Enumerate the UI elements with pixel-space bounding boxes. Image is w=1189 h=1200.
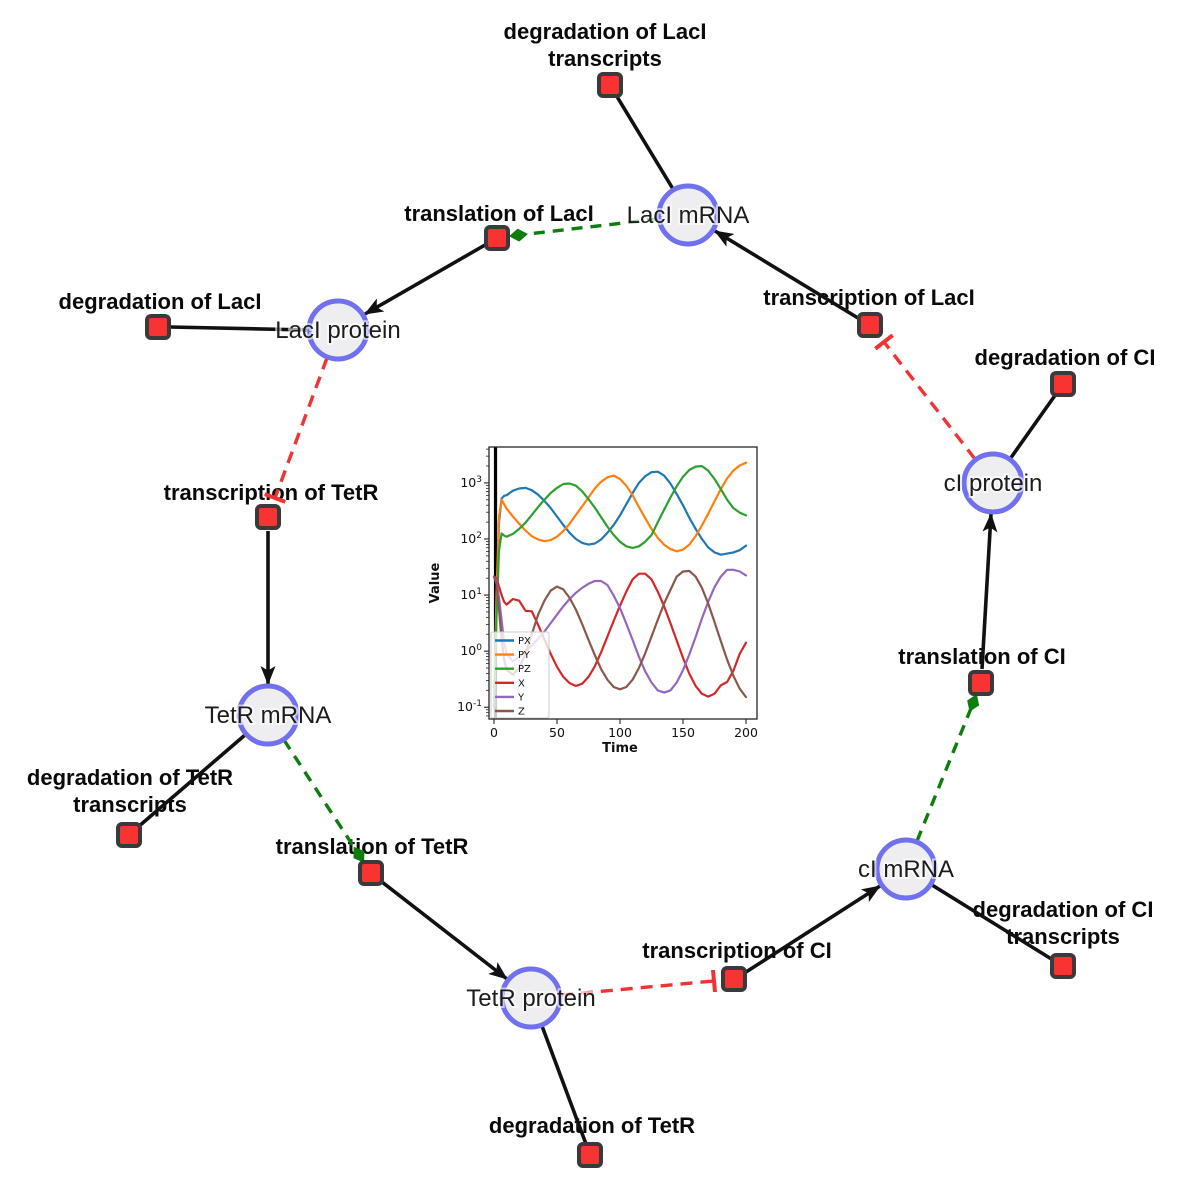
edge-transcription-laci-to-laci-mrna	[714, 229, 859, 320]
series-PY	[492, 461, 748, 709]
species-label-laci-protein: LacI protein	[275, 317, 400, 344]
reaction-label-transcription-ci: transcription of CI	[642, 938, 831, 963]
reaction-label-deg-ci: degradation of CI	[975, 345, 1156, 370]
edges	[136, 94, 1058, 1145]
species-labels: LacI mRNA LacI protein TetR mRNA TetR prote…	[203, 200, 1045, 1014]
reaction-node-translation-laci[interactable]	[484, 225, 510, 251]
species-label-ci-protein: cI protein	[944, 470, 1043, 497]
y-tick-label: 101	[460, 587, 482, 602]
edge-tetr-mrna-to-translation-tetr	[282, 739, 365, 863]
reaction-label-deg-laci-transcripts: degradation of LacI transcripts	[504, 19, 707, 71]
species-label-tetr-mrna: TetR mRNA	[205, 702, 332, 729]
reaction-label-deg-laci: degradation of LacI	[59, 289, 262, 314]
edge-laci-mrna-to-deg-laci-transcripts	[614, 94, 675, 190]
species-label-laci-mrna: LacI mRNA	[627, 202, 750, 229]
reaction-label-translation-tetr: translation of TetR	[276, 834, 469, 859]
reaction-node-deg-ci-transcripts[interactable]	[1050, 953, 1076, 979]
y-tick-label: 103	[460, 475, 482, 490]
reaction-node-translation-tetr[interactable]	[358, 860, 384, 886]
x-tick-label: 0	[490, 725, 498, 740]
reaction-label-transcription-laci: transcription of LacI	[763, 285, 974, 310]
species-node-ci-mrna[interactable]	[874, 837, 938, 901]
y-tick-label: 10-1	[457, 699, 482, 714]
species-label-tetr-protein: TetR protein	[466, 985, 595, 1012]
edge-transcription-ci-to-ci-mrna	[745, 884, 881, 974]
edge-laci-protein-to-transcription-tetr	[275, 357, 329, 498]
reaction-node-deg-laci-transcripts[interactable]	[597, 72, 623, 98]
edge-tetr-mrna-to-deg-tetr-transcripts	[136, 733, 247, 829]
reaction-node-transcription-laci[interactable]	[857, 312, 883, 338]
species-node-laci-mrna[interactable]	[656, 183, 720, 247]
reaction-label-transcription-tetr: transcription of TetR	[164, 480, 379, 505]
edge-ci-mrna-to-translation-ci	[915, 694, 980, 842]
series-PZ	[492, 465, 748, 709]
edge-ci-protein-to-deg-ci	[1008, 392, 1058, 461]
edge-ci-protein-to-transcription-laci	[884, 342, 977, 461]
reaction-node-transcription-tetr[interactable]	[255, 504, 281, 530]
reaction-node-transcription-ci[interactable]	[721, 966, 747, 992]
legend-label-PZ: PZ	[518, 664, 531, 675]
edge-ci-mrna-to-deg-ci-transcripts	[931, 883, 1054, 962]
edge-tetr-protein-to-transcription-ci	[560, 981, 714, 997]
reaction-label-translation-laci: translation of LacI	[404, 201, 593, 226]
x-tick-label: 200	[734, 725, 758, 740]
edge-translation-tetr-to-tetr-protein	[380, 880, 509, 981]
y-tick-label: 102	[460, 531, 482, 546]
legend: PX PY PZ XYZ	[490, 631, 550, 719]
reaction-node-translation-ci[interactable]	[968, 670, 994, 696]
edge-laci-mrna-to-translation-laci	[509, 217, 659, 242]
legend-label-PY: PY	[518, 650, 531, 661]
reaction-label-deg-tetr: degradation of TetR	[489, 1113, 695, 1138]
reaction-node-deg-tetr[interactable]	[577, 1142, 603, 1168]
legend-label-Z: Z	[518, 707, 525, 718]
species-node-laci-protein[interactable]	[306, 298, 370, 362]
reaction-label-deg-tetr-transcripts: degradation of TetR transcripts	[27, 765, 233, 817]
species-node-tetr-mrna[interactable]	[236, 683, 300, 747]
y-axis-title: Value	[428, 562, 443, 603]
species-node-tetr-protein[interactable]	[499, 966, 563, 1030]
x-tick-label: 50	[549, 725, 565, 740]
x-tick-label: 100	[608, 725, 632, 740]
reaction-node-deg-ci[interactable]	[1050, 371, 1076, 397]
x-tick-label: 150	[671, 725, 695, 740]
legend-label-X: X	[518, 678, 525, 689]
edge-tetr-protein-to-deg-tetr	[540, 1025, 588, 1145]
legend-label-PX: PX	[518, 636, 531, 647]
series-PX	[492, 470, 748, 709]
reaction-node-deg-tetr-transcripts[interactable]	[116, 822, 142, 848]
species-label-ci-mrna: cI mRNA	[858, 856, 954, 883]
reaction-label-deg-ci-transcripts: degradation of CI transcripts	[973, 897, 1154, 949]
edge-translation-ci-to-ci-protein	[980, 513, 998, 670]
nodes	[116, 72, 1076, 1168]
x-axis-title: Time	[602, 741, 638, 756]
y-tick-label: 100	[460, 643, 482, 658]
edge-laci-protein-to-deg-laci	[169, 325, 309, 332]
axes-frame	[488, 446, 758, 720]
series-X	[492, 572, 748, 698]
species-node-ci-protein[interactable]	[961, 451, 1025, 515]
edge-translation-laci-to-laci-protein	[364, 243, 486, 316]
legend-label-Y: Y	[517, 692, 525, 703]
reaction-node-deg-laci[interactable]	[145, 314, 171, 340]
